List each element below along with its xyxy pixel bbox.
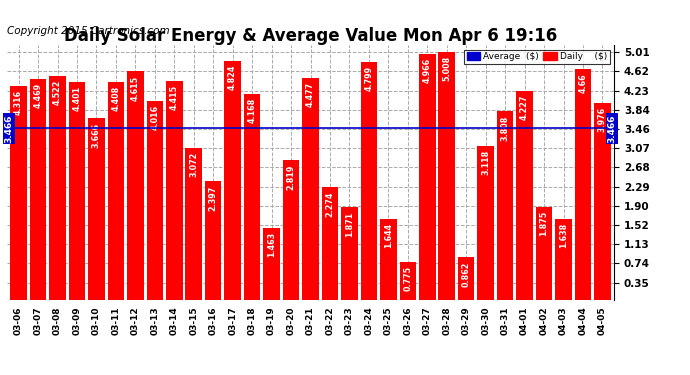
Text: 1.638: 1.638 [559,223,568,248]
Bar [69,82,86,300]
Text: 2.274: 2.274 [326,191,335,217]
Bar [166,81,183,300]
Text: 3.072: 3.072 [189,152,198,177]
Text: 0.775: 0.775 [404,266,413,291]
Text: 0.862: 0.862 [462,261,471,286]
Bar [477,146,494,300]
Text: 4.799: 4.799 [364,66,373,92]
Bar [302,78,319,300]
Bar [186,148,202,300]
Bar [575,69,591,300]
Bar [10,86,27,300]
Bar [535,207,552,300]
Text: 4.227: 4.227 [520,94,529,120]
Text: 4.966: 4.966 [423,58,432,83]
Text: 1.871: 1.871 [345,211,354,237]
Bar [88,118,105,300]
Text: 4.477: 4.477 [306,82,315,107]
Bar [555,219,572,300]
Text: 3.118: 3.118 [481,150,490,175]
Text: 4.408: 4.408 [111,86,120,111]
Text: 4.415: 4.415 [170,86,179,111]
Legend: Average  ($), Daily    ($): Average ($), Daily ($) [464,50,609,64]
Text: 1.644: 1.644 [384,222,393,248]
Bar [341,207,357,300]
Text: 4.168: 4.168 [248,98,257,123]
Text: 4.522: 4.522 [53,80,62,105]
Bar [361,62,377,300]
Bar [283,160,299,300]
Bar [458,257,475,300]
Text: 3.976: 3.976 [598,107,607,132]
Bar [205,182,221,300]
Text: 4.316: 4.316 [14,90,23,116]
Text: 4.615: 4.615 [131,75,140,100]
Bar [497,111,513,300]
Text: 4.66: 4.66 [578,73,587,93]
Bar [322,188,338,300]
Text: 4.824: 4.824 [228,65,237,90]
Bar [380,219,397,300]
Text: 4.401: 4.401 [72,86,81,111]
Bar [224,61,241,300]
Bar [516,91,533,300]
Text: 3.466: 3.466 [4,114,13,142]
Text: 4.016: 4.016 [150,105,159,130]
Text: 2.397: 2.397 [208,185,217,210]
Bar [108,82,124,300]
Bar [438,52,455,300]
Bar [146,101,163,300]
Text: 5.008: 5.008 [442,56,451,81]
Text: 1.875: 1.875 [540,211,549,236]
Bar [594,103,611,300]
Text: Copyright 2015 Cartronics.com: Copyright 2015 Cartronics.com [7,26,170,36]
Bar [400,262,416,300]
Text: 3.666: 3.666 [92,123,101,148]
Bar [127,72,144,300]
Bar [244,94,260,300]
Text: 2.819: 2.819 [286,164,295,190]
Bar [419,54,435,300]
Bar [30,79,46,300]
Bar [49,76,66,300]
Bar [264,228,280,300]
Text: 4.469: 4.469 [34,82,43,108]
Text: 3.466: 3.466 [608,114,617,142]
Text: 1.463: 1.463 [267,231,276,256]
Text: 3.808: 3.808 [501,116,510,141]
Title: Daily Solar Energy & Average Value Mon Apr 6 19:16: Daily Solar Energy & Average Value Mon A… [64,27,557,45]
